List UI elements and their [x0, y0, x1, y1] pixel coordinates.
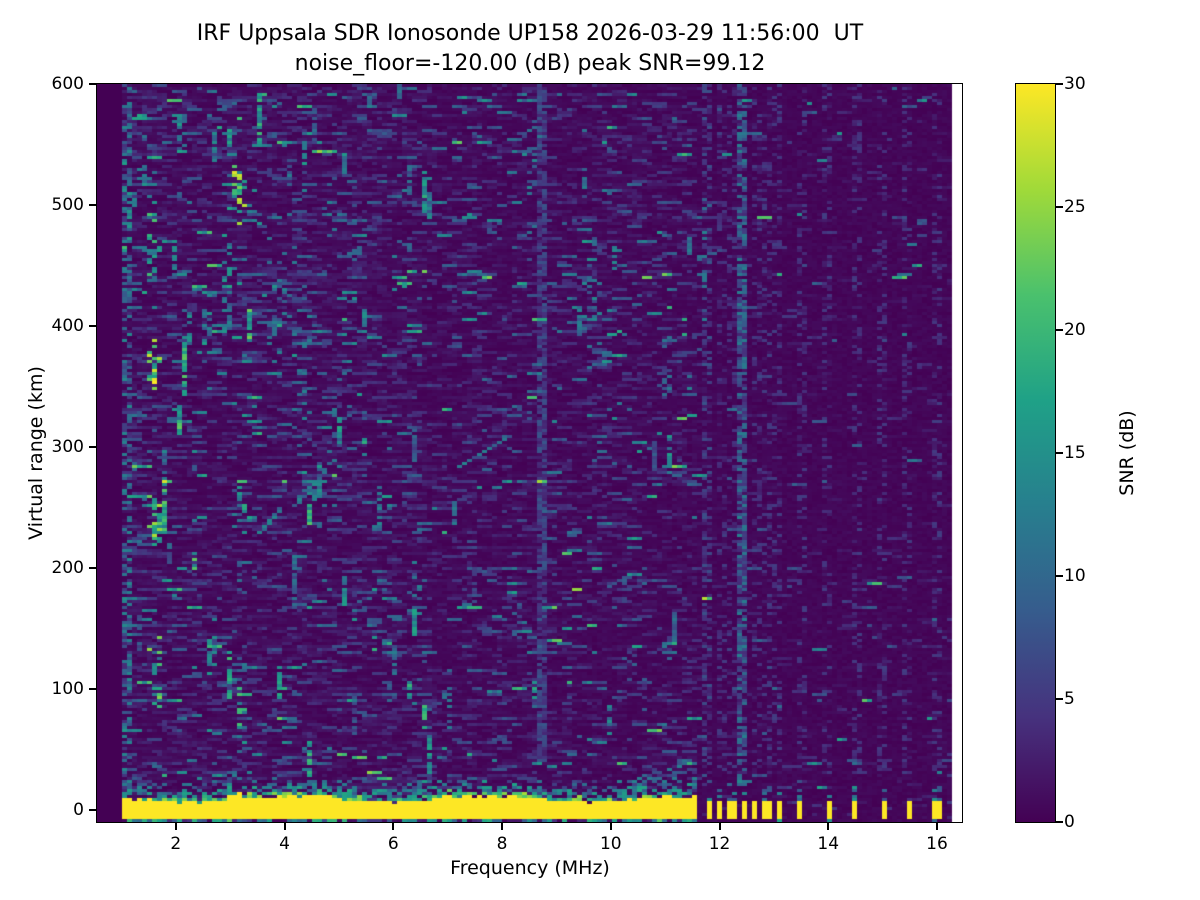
y-tick-label: 500 [51, 194, 84, 215]
colorbar-tick-label: 15 [1064, 443, 1086, 463]
x-tick-mark [174, 823, 177, 830]
x-tick-mark [827, 823, 830, 830]
colorbar-tick-mark [1056, 83, 1063, 85]
x-tick-label: 6 [387, 834, 399, 854]
colorbar-tick-label: 20 [1064, 320, 1086, 340]
snr-heatmap-canvas [97, 84, 962, 822]
x-tick-label: 16 [926, 834, 948, 854]
x-tick-label: 8 [496, 834, 508, 854]
x-axis-label: Frequency (MHz) [450, 857, 610, 879]
y-tick-label: 100 [51, 678, 84, 699]
colorbar-tick-label: 5 [1064, 689, 1075, 709]
y-tick-mark [89, 808, 96, 811]
y-tick-mark [89, 203, 96, 206]
colorbar-tick-label: 10 [1064, 566, 1086, 586]
x-tick-label: 2 [170, 834, 182, 854]
y-tick-label: 300 [51, 436, 84, 457]
y-tick-mark [89, 83, 96, 85]
plot-area [96, 83, 963, 823]
chart-subtitle: noise_floor=-120.00 (dB) peak SNR=99.12 [294, 51, 766, 76]
y-tick-label: 0 [73, 799, 84, 820]
y-tick-mark [89, 566, 96, 569]
colorbar [1015, 83, 1056, 823]
colorbar-tick-mark [1056, 575, 1063, 577]
colorbar-tick-mark [1056, 206, 1063, 208]
x-tick-label: 12 [708, 834, 731, 854]
y-tick-label: 400 [51, 315, 84, 336]
y-tick-mark [89, 324, 96, 327]
y-tick-mark [89, 687, 96, 690]
colorbar-tick-label: 0 [1064, 812, 1075, 832]
x-tick-mark [718, 823, 721, 830]
y-tick-label: 200 [51, 557, 84, 578]
colorbar-label: SNR (dB) [1116, 410, 1138, 496]
x-tick-label: 14 [817, 834, 840, 854]
x-tick-mark [283, 823, 286, 830]
chart-title: IRF Uppsala SDR Ionosonde UP158 2026-03-… [196, 21, 864, 46]
y-tick-mark [89, 445, 96, 448]
colorbar-tick-mark [1056, 452, 1063, 454]
y-tick-label: 600 [51, 74, 84, 94]
colorbar-tick-mark [1056, 329, 1063, 331]
colorbar-tick-mark [1056, 821, 1063, 823]
colorbar-gradient [1016, 84, 1055, 822]
colorbar-tick-label: 25 [1064, 197, 1086, 217]
colorbar-tick-mark [1056, 698, 1063, 700]
x-tick-label: 10 [599, 834, 622, 854]
x-tick-mark [935, 823, 938, 830]
x-tick-mark [501, 823, 504, 830]
x-tick-mark [392, 823, 395, 830]
colorbar-tick-label: 30 [1064, 74, 1086, 94]
x-tick-label: 4 [279, 834, 290, 854]
x-tick-mark [609, 823, 612, 830]
